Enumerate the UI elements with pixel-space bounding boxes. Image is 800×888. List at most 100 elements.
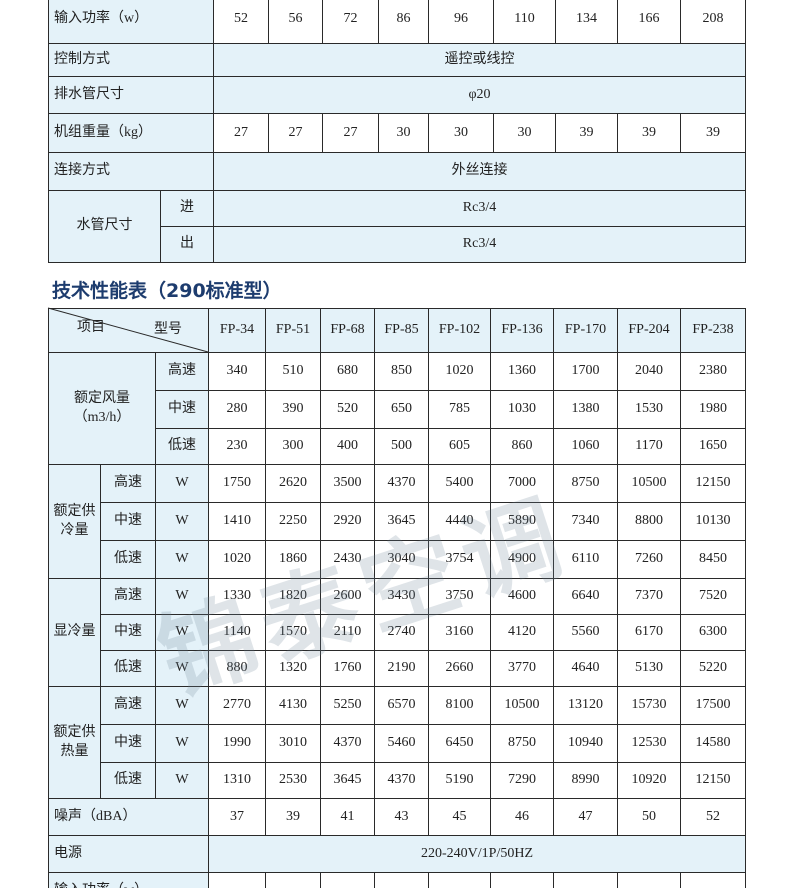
- value-cell: 6300: [680, 614, 746, 651]
- value-cell: 15730: [617, 686, 681, 725]
- value-cell: 30: [428, 113, 494, 153]
- value-cell: 27: [268, 113, 323, 153]
- cell-text: 1170: [635, 438, 663, 454]
- value-cell: 230: [208, 428, 266, 465]
- cell-text: 3040: [387, 551, 416, 567]
- cell-text: 5890: [508, 513, 536, 529]
- speed-label: 低速: [100, 762, 156, 799]
- value-cell: 8800: [617, 502, 681, 541]
- value-cell: [265, 872, 321, 888]
- model-header: FP-238: [680, 308, 746, 353]
- cell-text: FP-34: [219, 322, 255, 338]
- cell-text: 650: [391, 401, 412, 417]
- cell-text: 4370: [387, 772, 416, 788]
- cell-text: 1360: [508, 363, 536, 379]
- cell-text: 12150: [695, 772, 731, 788]
- speed-label: 低速: [100, 540, 156, 579]
- cell-text: 2040: [635, 363, 663, 379]
- value-cell: [320, 872, 375, 888]
- value-cell: 46: [490, 798, 554, 836]
- cell-text: 7290: [508, 772, 536, 788]
- value-cell: 96: [428, 0, 494, 44]
- cell-text: 2530: [279, 772, 307, 788]
- sub-label: 出: [160, 226, 214, 263]
- cell-text: 6110: [571, 551, 600, 567]
- cell-text: 785: [449, 401, 470, 417]
- value-cell: 5220: [680, 650, 746, 687]
- cell-text: 1020: [223, 551, 251, 567]
- cell-text: FP-85: [384, 322, 419, 338]
- cell-text: 860: [511, 438, 533, 454]
- model-header: FP-102: [428, 308, 491, 353]
- cell-text: 15730: [631, 697, 667, 713]
- value-cell: 17500: [680, 686, 746, 725]
- cell-text: 72: [343, 11, 358, 27]
- value-cell: 外丝连接: [213, 152, 746, 191]
- cell-text: 4370: [387, 475, 416, 491]
- value-cell: 6170: [617, 614, 681, 651]
- value-cell: 5190: [428, 762, 491, 799]
- cell-text: 39: [642, 124, 656, 140]
- cell-text: 2110: [333, 624, 362, 640]
- value-cell: 4120: [490, 614, 554, 651]
- value-cell: 340: [208, 352, 266, 391]
- cell-text: 4370: [333, 735, 362, 751]
- cell-text: 500: [391, 438, 412, 454]
- value-cell: 2620: [265, 464, 321, 503]
- cell-text: 10500: [504, 697, 540, 713]
- unit-label: W: [155, 614, 209, 651]
- value-cell: 605: [428, 428, 491, 465]
- value-cell: 52: [213, 0, 269, 44]
- cell-text: 7370: [635, 588, 663, 604]
- cell-text: 680: [337, 363, 358, 379]
- cell-text: 水管尺寸: [76, 218, 133, 234]
- cell-text: 8800: [635, 513, 663, 529]
- cell-text: 高速: [114, 697, 142, 713]
- cell-text: W: [175, 588, 189, 604]
- cell-text: 850: [391, 363, 412, 379]
- cell-text: 输入功率（w）: [54, 882, 148, 888]
- value-cell: 6450: [428, 724, 491, 763]
- cell-text: 3750: [445, 588, 474, 604]
- cell-text: 7000: [508, 475, 536, 491]
- cell-text: 中速: [168, 401, 196, 417]
- cell-text: 4130: [279, 697, 307, 713]
- cell-text: 6450: [445, 735, 474, 751]
- value-cell: 10940: [553, 724, 618, 763]
- value-cell: 7370: [617, 578, 681, 615]
- group-label: 额定供热量: [48, 686, 101, 799]
- value-cell: 1380: [553, 390, 618, 429]
- value-cell: 7290: [490, 762, 554, 799]
- cell-text: 1980: [699, 401, 727, 417]
- cell-text: 5130: [635, 660, 663, 676]
- value-cell: 86: [378, 0, 429, 44]
- cell-text: 4120: [508, 624, 536, 640]
- cell-text: 390: [282, 401, 304, 417]
- group-label: 额定供冷量: [48, 464, 101, 579]
- cell-text: 额定供热量: [53, 724, 96, 759]
- model-header: FP-204: [617, 308, 681, 353]
- speed-label: 低速: [100, 650, 156, 687]
- value-cell: 3645: [320, 762, 375, 799]
- model-header: FP-68: [320, 308, 375, 353]
- cell-text: φ20: [468, 86, 491, 102]
- row-label: 机组重量（kg）: [48, 113, 214, 153]
- value-cell: 5460: [374, 724, 429, 763]
- cell-text: W: [175, 697, 189, 713]
- value-cell: 52: [680, 798, 746, 836]
- cell-text: 噪声（dBA）: [54, 808, 137, 824]
- cell-text: 134: [576, 11, 597, 27]
- value-cell: 2040: [617, 352, 681, 391]
- value-cell: φ20: [213, 76, 746, 114]
- cell-text: 39: [579, 124, 594, 140]
- value-cell: 41: [320, 798, 375, 836]
- cell-text: 额定风量（m3/h）: [73, 390, 131, 425]
- value-cell: 850: [374, 352, 429, 391]
- cell-text: W: [175, 475, 189, 491]
- cell-text: 208: [702, 11, 724, 27]
- cell-text: W: [175, 660, 189, 676]
- cell-text: 37: [230, 808, 244, 824]
- cell-text: 3430: [387, 588, 416, 604]
- cell-text: 2920: [333, 513, 362, 529]
